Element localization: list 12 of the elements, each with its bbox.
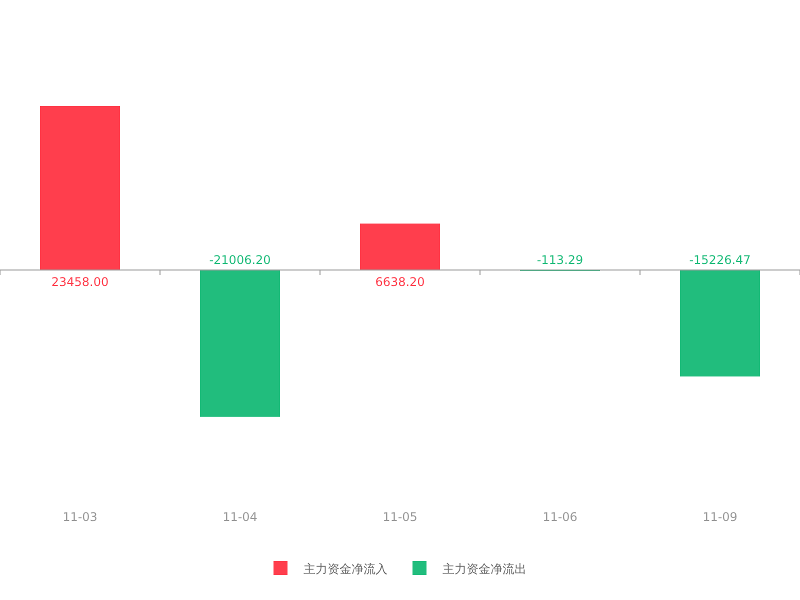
x-tick-label: 11-09 <box>702 510 738 524</box>
data-label: -113.29 <box>536 253 584 267</box>
data-label: -21006.20 <box>209 253 271 267</box>
legend-label: 主力资金净流出 <box>442 562 526 576</box>
data-label: -15226.47 <box>689 253 751 267</box>
legend-label: 主力资金净流入 <box>304 562 388 576</box>
x-tick-label: 11-05 <box>382 510 418 524</box>
data-label: 23458.00 <box>51 275 109 289</box>
data-label: 6638.20 <box>375 275 425 289</box>
x-tick-label: 11-04 <box>222 510 258 524</box>
x-tick-label: 11-06 <box>542 510 578 524</box>
x-tick-label: 11-03 <box>62 510 98 524</box>
